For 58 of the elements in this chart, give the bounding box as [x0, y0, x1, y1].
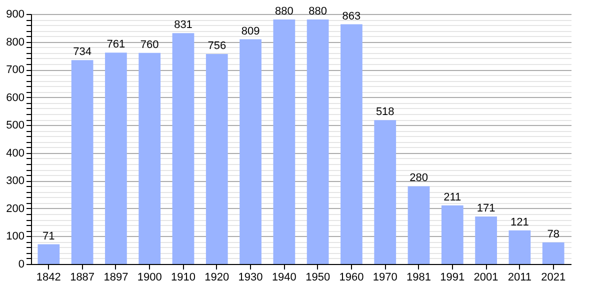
- data-label: 121: [510, 216, 529, 228]
- y-tick-label: 100: [6, 230, 24, 243]
- x-tick-label: 1991: [440, 272, 465, 284]
- y-tick-label: 500: [6, 120, 24, 132]
- data-label: 78: [547, 228, 560, 240]
- data-label: 518: [376, 106, 394, 118]
- y-tick-label: 200: [6, 202, 24, 215]
- bar: [71, 60, 94, 264]
- bar: [138, 52, 161, 264]
- y-tick-label: 0: [18, 258, 24, 270]
- bar: [306, 20, 329, 264]
- x-tick-label: 1887: [70, 272, 95, 284]
- bar: [475, 216, 497, 264]
- x-tick-label: 1910: [171, 272, 196, 284]
- data-label: 171: [476, 202, 496, 214]
- bar: [206, 54, 228, 264]
- data-label: 863: [342, 10, 361, 22]
- data-label: 831: [174, 19, 192, 32]
- x-tick-label: 1930: [238, 272, 263, 284]
- data-label: 880: [308, 6, 327, 18]
- x-tick-label: 1940: [272, 272, 296, 284]
- x-tick-label: 1950: [306, 272, 330, 284]
- bar: [240, 39, 262, 264]
- bar: [172, 33, 194, 264]
- x-tick-label: 1970: [372, 272, 398, 284]
- y-tick-label: 400: [6, 147, 24, 160]
- x-tick-label: 1920: [204, 272, 230, 284]
- x-tick-label: 1897: [104, 272, 128, 284]
- data-label: 880: [275, 6, 294, 18]
- x-tick-label: 1981: [406, 272, 431, 284]
- bar: [408, 186, 430, 264]
- bar: [273, 20, 296, 264]
- bar: [105, 52, 127, 264]
- x-tick-label: 1842: [36, 272, 61, 284]
- y-tick-label: 600: [6, 92, 24, 104]
- bar: [38, 244, 60, 264]
- x-tick-label: 2021: [541, 272, 566, 284]
- bar: [508, 230, 531, 264]
- data-label: 211: [444, 191, 462, 204]
- data-label: 280: [410, 172, 428, 184]
- data-label: 71: [42, 230, 55, 242]
- y-tick-label: 700: [6, 64, 24, 76]
- bar: [340, 24, 362, 264]
- data-label: 809: [241, 25, 260, 38]
- data-label: 734: [73, 46, 92, 58]
- data-label: 761: [106, 38, 126, 51]
- y-tick-label: 900: [6, 8, 24, 20]
- y-tick-label: 800: [6, 36, 24, 48]
- x-tick-label: 1900: [137, 272, 162, 284]
- x-tick-label: 2001: [474, 272, 498, 284]
- x-tick-label: 2011: [508, 272, 532, 284]
- bar: [374, 120, 396, 264]
- y-tick-label: 300: [6, 175, 24, 188]
- x-tick-label: 1960: [339, 272, 364, 284]
- bar: [542, 242, 564, 264]
- bar: [441, 205, 464, 264]
- data-label: 756: [208, 40, 226, 52]
- data-label: 760: [140, 38, 159, 51]
